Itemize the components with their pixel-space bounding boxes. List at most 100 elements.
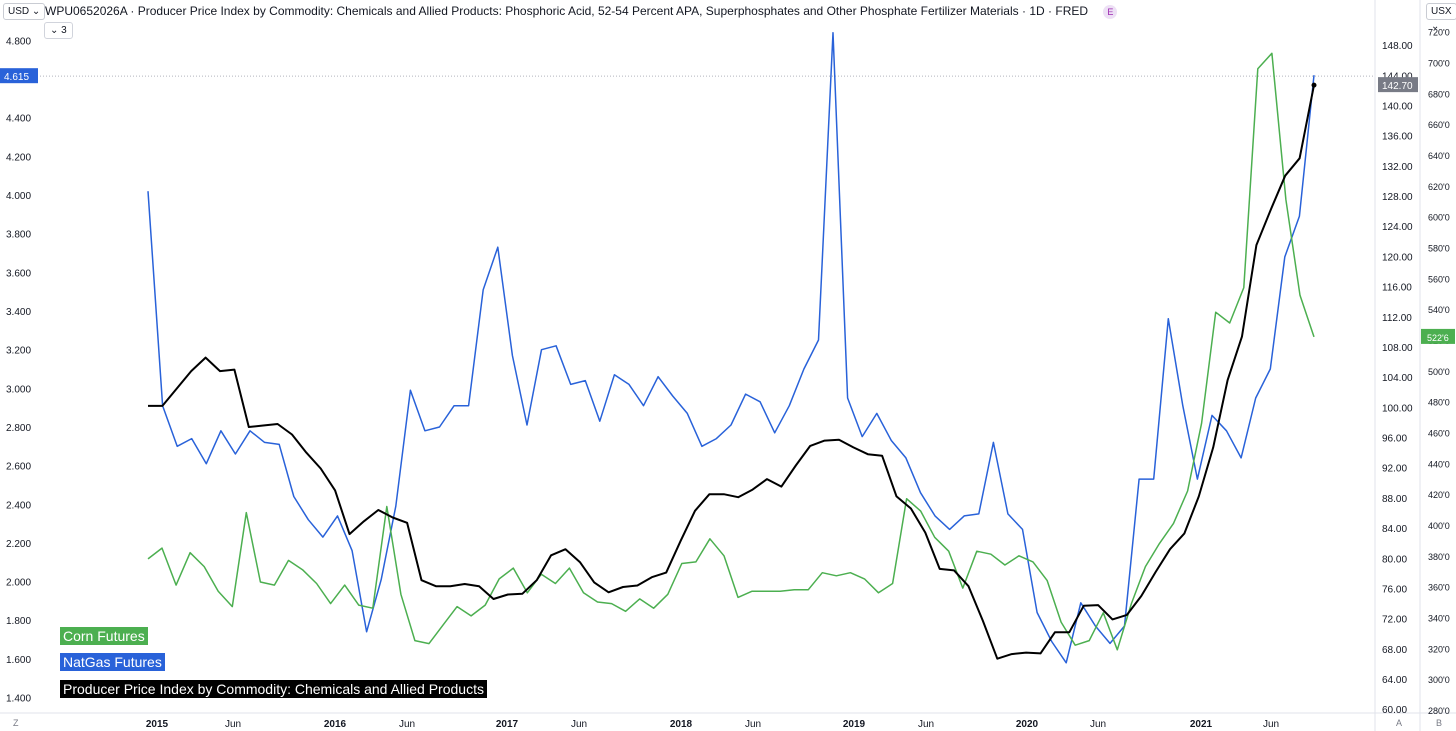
chart-header: USD ⌄ WPU0652026A · Producer Price Index… (0, 0, 1456, 32)
left-axis-tick-label: 1.400 (6, 694, 31, 705)
ppi-axis-tick-label: 124.00 (1382, 222, 1413, 233)
left-axis-tick-label: 4.400 (6, 114, 31, 125)
interval-label[interactable]: 1D (1029, 4, 1045, 18)
ppi-current-value: 142.70 (1382, 81, 1413, 92)
series-title: Producer Price Index by Commodity: Chemi… (137, 4, 1019, 18)
ppi-axis-tick-label: 76.00 (1382, 584, 1407, 595)
ppi-axis-tick-label: 128.00 (1382, 192, 1413, 203)
corn-axis-tick-label: 660'0 (1428, 120, 1450, 130)
x-axis-tick-label: Jun (571, 719, 587, 730)
ppi-axis-tick-label: 100.00 (1382, 403, 1413, 414)
corn-axis-tick-label: 380'0 (1428, 552, 1450, 562)
corn-axis-tick-label: 460'0 (1428, 428, 1450, 438)
legend-corn[interactable]: Corn Futures (60, 627, 148, 645)
left-currency-button[interactable]: USD ⌄ (3, 3, 46, 20)
corn-series-line[interactable] (147, 52, 1315, 651)
corn-axis-tick-label: 280'0 (1428, 706, 1450, 716)
ppi-axis-tick-label: 136.00 (1382, 132, 1413, 143)
corn-axis-tick-label: 720'0 (1428, 28, 1450, 38)
title-separator: · (130, 4, 138, 18)
ppi-axis-tick-label: 144.00 (1382, 71, 1413, 82)
ppi-axis-tick-label: 80.00 (1382, 554, 1407, 565)
corn-axis-tick-label: 680'0 (1428, 89, 1450, 99)
left-axis-tick-label: 2.800 (6, 423, 31, 434)
ppi-last-point (1311, 82, 1317, 88)
ppi-axis-tick-label: 108.00 (1382, 343, 1413, 354)
x-axis-tick-label: 2020 (1016, 719, 1039, 730)
ppi-axis-tick-label: 64.00 (1382, 675, 1407, 686)
ppi-axis-tick-label: 140.00 (1382, 102, 1413, 113)
left-axis-tick-label: 4.000 (6, 191, 31, 202)
x-axis-tick-label: Jun (1263, 719, 1279, 730)
left-axis-tick-label: 2.200 (6, 539, 31, 550)
left-axis-tick-label: 3.000 (6, 384, 31, 395)
corn-axis-tick-label: 400'0 (1428, 521, 1450, 531)
x-axis-tick-label: Jun (225, 719, 241, 730)
corn-axis-tick-label: 560'0 (1428, 274, 1450, 284)
x-axis-tick-label: Jun (745, 719, 761, 730)
left-axis-tick-label: 1.600 (6, 655, 31, 666)
corn-axis-tick-label: 620'0 (1428, 182, 1450, 192)
source-label: FRED (1055, 4, 1089, 18)
ppi-axis-tick-label: 116.00 (1382, 283, 1412, 294)
corn-axis-tick-label: 320'0 (1428, 644, 1450, 654)
ppi-series-line[interactable] (148, 84, 1315, 660)
legend-ppi[interactable]: Producer Price Index by Commodity: Chemi… (60, 680, 487, 698)
corn-axis-tick-label: 340'0 (1428, 613, 1450, 623)
ppi-axis-tick-label: 148.00 (1382, 41, 1413, 52)
timezone-button[interactable]: Z (13, 718, 19, 728)
corn-axis-tick-label: 540'0 (1428, 305, 1450, 315)
corn-axis-tick-label: 480'0 (1428, 398, 1450, 408)
left-axis-tick-label: 3.800 (6, 230, 31, 241)
corn-axis-tick-label: 440'0 (1428, 459, 1450, 469)
corn-axis-tick-label: 640'0 (1428, 151, 1450, 161)
left-currency-label: USD (8, 6, 30, 17)
x-axis-tick-label: 2015 (146, 719, 169, 730)
x-axis-tick-label: 2019 (843, 719, 866, 730)
symbol-name[interactable]: WPU0652026A (45, 4, 128, 18)
ppi-axis-tick-label: 84.00 (1382, 524, 1407, 535)
collapse-indicators-button[interactable]: ⌄ 3 (44, 22, 73, 39)
corn-current-badge (1421, 328, 1455, 344)
ppi-axis-tick-label: 60.00 (1382, 705, 1407, 716)
left-axis-tick-label: 3.600 (6, 268, 31, 279)
x-axis-tick-label: Jun (918, 719, 934, 730)
ppi-axis-tick-label: 88.00 (1382, 494, 1407, 505)
corn-current-value: 522'6 (1427, 333, 1449, 343)
exchange-badge[interactable]: E (1103, 4, 1118, 19)
chart-title: WPU0652026A · Producer Price Index by Co… (45, 4, 1118, 19)
ppi-axis-tick-label: 104.00 (1382, 373, 1413, 384)
chevron-down-icon: ⌄ (31, 6, 41, 17)
x-axis-tick-label: Jun (399, 719, 415, 730)
ppi-axis-tick-label: 120.00 (1382, 252, 1413, 263)
ppi-current-badge (1378, 77, 1418, 93)
x-axis-tick-label: 2017 (496, 719, 519, 730)
corn-axis-tick-label: 500'0 (1428, 367, 1450, 377)
ppi-axis-tick-label: 68.00 (1382, 645, 1407, 656)
ppi-axis-tick-label: 72.00 (1382, 615, 1407, 626)
auto-scale-button[interactable]: A (1396, 718, 1403, 728)
chevron-down-icon: ⌄ (50, 25, 59, 36)
legend-natgas[interactable]: NatGas Futures (60, 653, 165, 671)
corn-axis-tick-label: 300'0 (1428, 675, 1450, 685)
corn-axis-tick-label: 580'0 (1428, 244, 1450, 254)
price-scale-button[interactable]: B (1436, 718, 1443, 728)
left-axis-tick-label: 4.800 (6, 36, 31, 47)
left-axis-tick-label: 1.800 (6, 616, 31, 627)
right-currency-button[interactable]: USX ⌄ (1426, 3, 1456, 32)
x-axis-tick-label: 2016 (324, 719, 347, 730)
indicator-count: 3 (61, 25, 67, 36)
natgas-series-line[interactable] (147, 31, 1315, 664)
corn-axis-tick-label: 420'0 (1428, 490, 1450, 500)
left-axis-tick-label: 3.200 (6, 346, 31, 357)
ppi-axis-tick-label: 112.00 (1382, 313, 1412, 324)
title-separator: · (1048, 4, 1056, 18)
left-axis-tick-label: 4.200 (6, 152, 31, 163)
left-current-value: 4.615 (4, 72, 29, 83)
left-axis-tick-label: 2.000 (6, 578, 31, 589)
corn-axis-tick-label: 700'0 (1428, 59, 1450, 69)
title-separator: · (1022, 4, 1030, 18)
ppi-axis-tick-label: 132.00 (1382, 162, 1413, 173)
x-axis-tick-label: 2018 (670, 719, 693, 730)
